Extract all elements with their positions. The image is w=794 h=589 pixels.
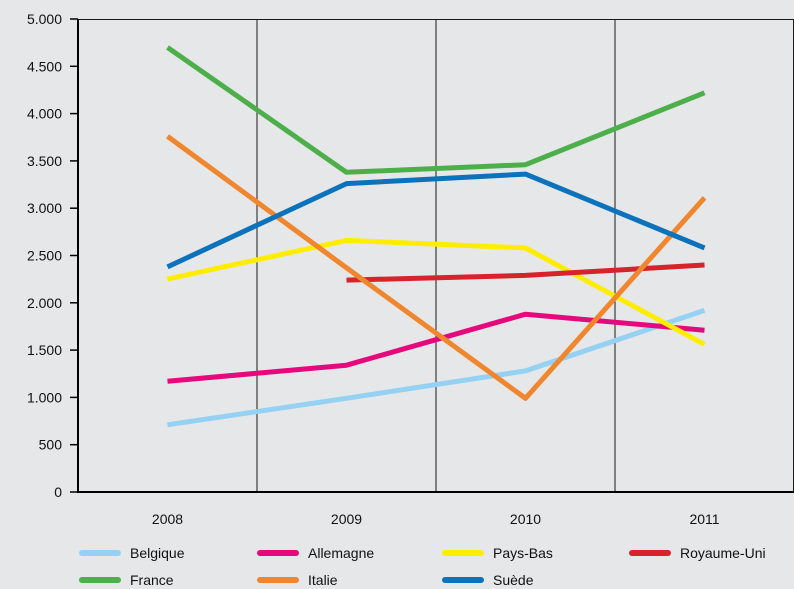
legend-label: Allemagne [308,545,374,561]
y-tick-label: 0 [54,484,62,500]
series-line-italie [166,134,707,401]
y-tick-label: 2.500 [27,248,62,264]
y-tick-label: 500 [39,437,63,453]
y-tick-label: 4.500 [27,58,62,74]
legend: Belgique Allemagne Pays-Bas Royaume-Uni Fran… [79,545,766,588]
x-tick-labels: 2008 2009 2010 2011 [152,511,720,527]
series-line-france [166,45,706,175]
x-tick-label: 2011 [689,511,719,527]
x-tick-label: 2010 [510,511,541,527]
legend-label: Italie [308,572,338,588]
y-tick-label: 2.000 [27,295,62,311]
x-tick-label: 2009 [331,511,362,527]
y-tick-label: 4.000 [27,106,62,122]
series-line-suède [166,171,706,270]
y-tick-label: 3.500 [27,153,62,169]
x-tick-label: 2008 [152,511,183,527]
series-line-royaume-uni [346,262,705,283]
y-tick-label: 3.000 [27,200,62,216]
y-tick-label: 5.000 [27,11,62,27]
y-tick-label: 1.500 [27,342,62,358]
legend-label: Belgique [130,545,185,561]
legend-label: France [130,572,174,588]
legend-label: Suède [493,572,534,588]
series-lines [166,45,707,428]
legend-label: Pays-Bas [493,545,553,561]
y-tick-label: 1.000 [27,389,62,405]
y-tick-labels: 0 500 1.000 1.500 2.000 2.500 3.000 3.500 4.000 4… [27,11,78,500]
series-line-allemagne [167,311,705,384]
legend-label: Royaume-Uni [680,545,766,561]
series-line-belgique [167,308,706,428]
